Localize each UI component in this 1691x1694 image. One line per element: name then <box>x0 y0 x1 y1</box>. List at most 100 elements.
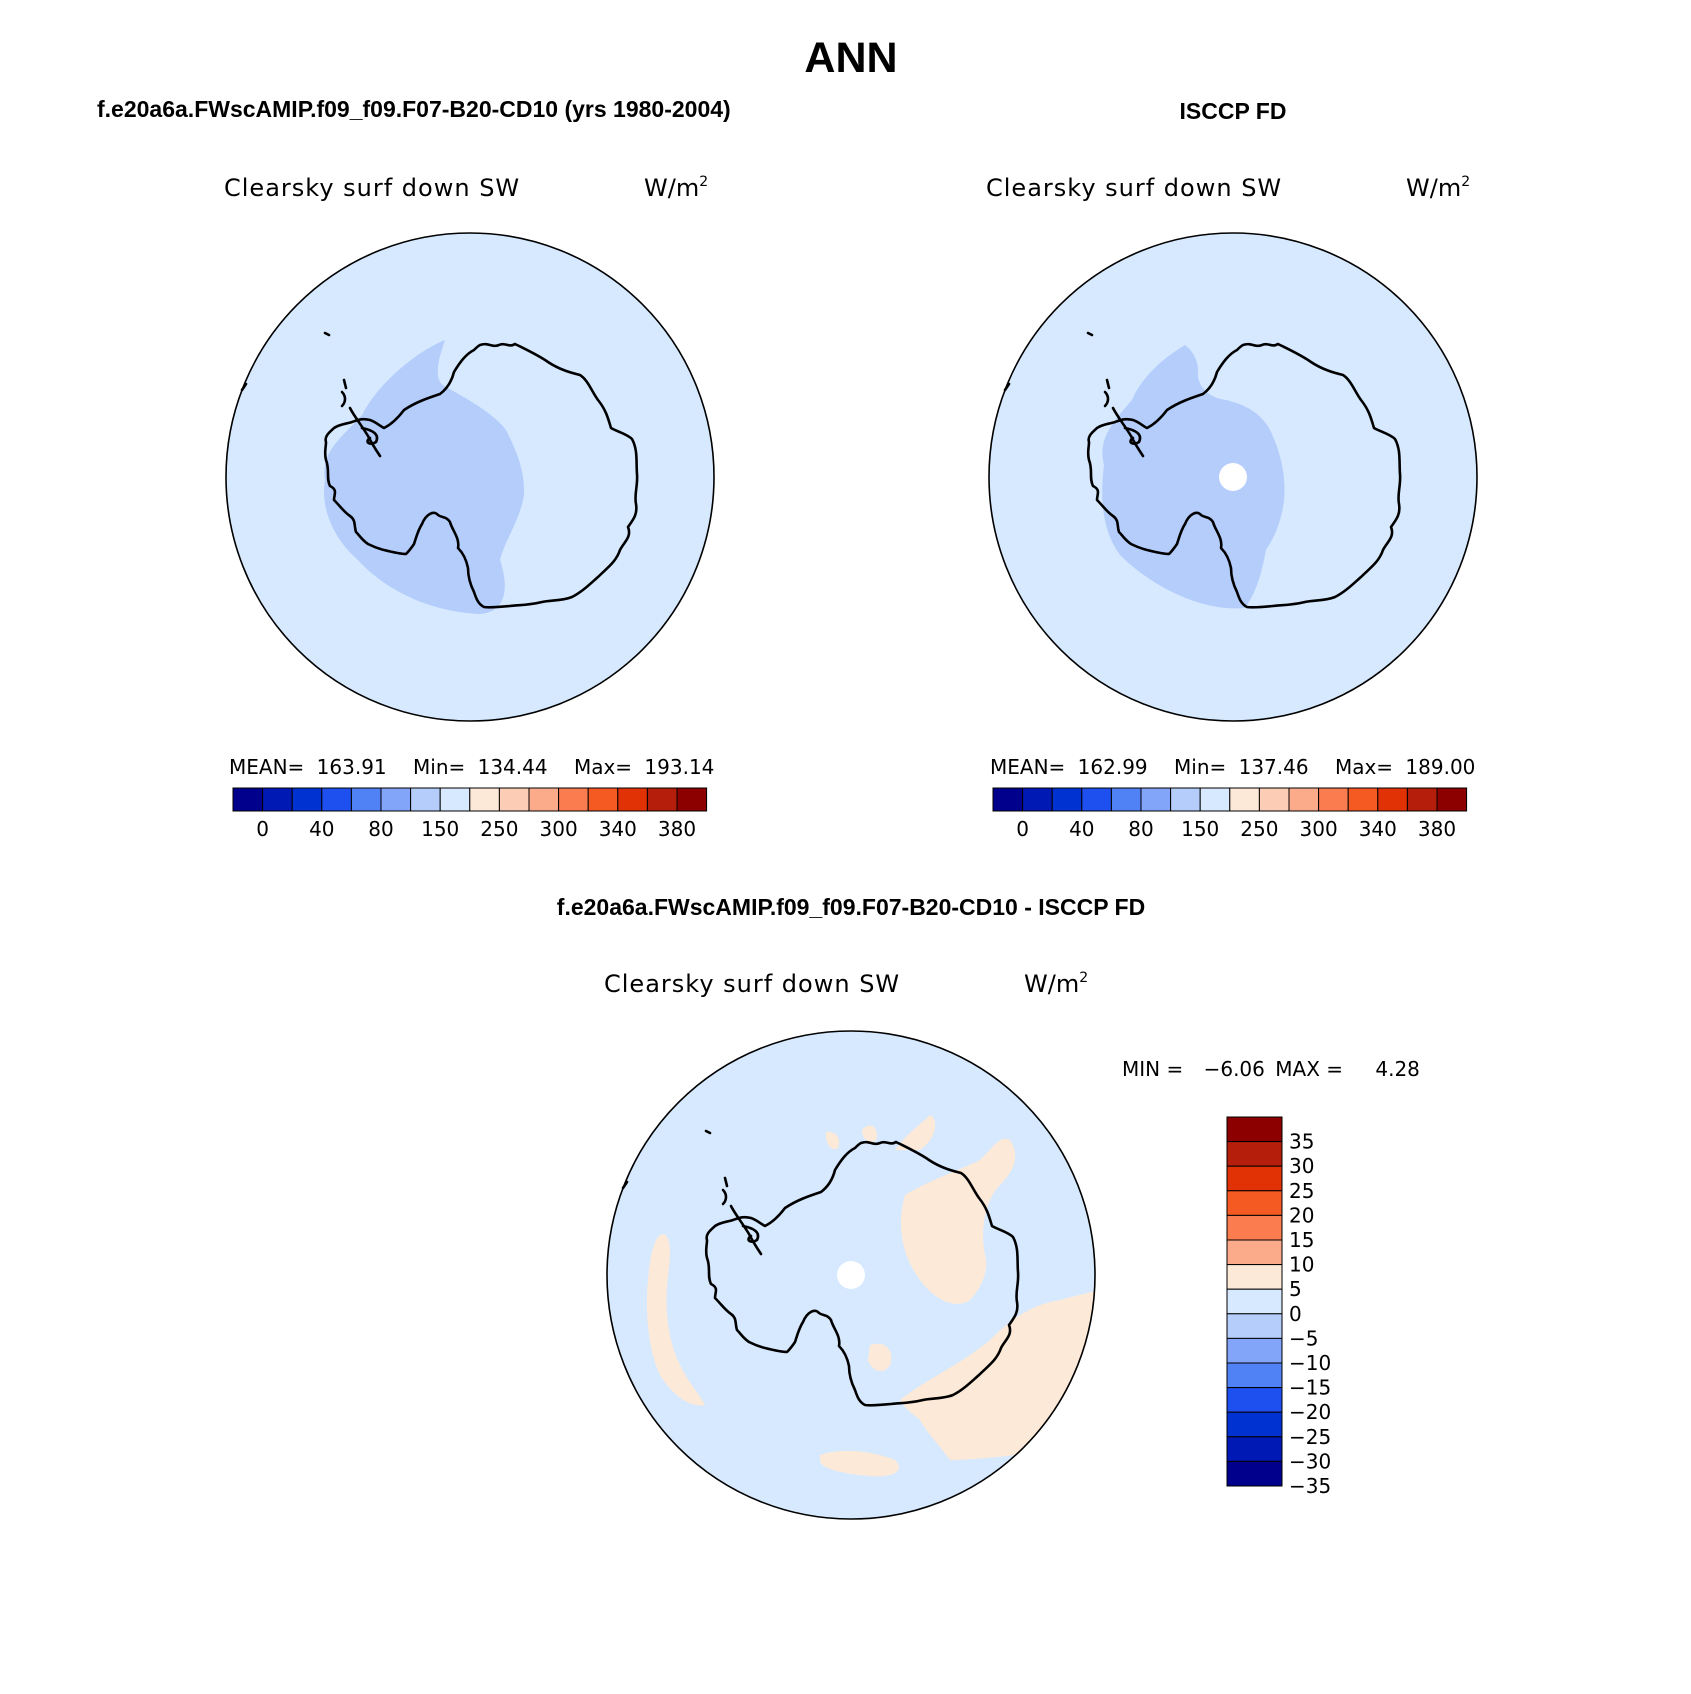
panel-obs-colorbar-swatch <box>1347 787 1379 812</box>
panel-obs-colorbar-tick-label: 150 <box>1181 817 1219 841</box>
panel-diff-colorbar-tick-label: 35 <box>1289 1130 1314 1154</box>
panel-obs-colorbar-swatch <box>1022 787 1053 812</box>
panel-diff-colorbar-tick-label: −10 <box>1289 1351 1331 1375</box>
panel-model-colorbar-swatch <box>676 787 708 812</box>
panel-obs-colorbar-tick-label: 40 <box>1069 817 1094 841</box>
panel-diff-units-exp: 2 <box>1079 970 1088 986</box>
panel-obs-units-exp: 2 <box>1461 174 1470 190</box>
panel-diff-colorbar-swatch <box>1226 1190 1283 1216</box>
panel-diff-units: W/m2 <box>1024 970 1088 998</box>
panel-obs-colorbar-tick-label: 0 <box>1016 817 1029 841</box>
panel-diff: f.e20a6a.FWscAMIP.f09_f09.F07-B20-CD10 -… <box>557 894 1420 1520</box>
panel-diff-colorbar-tick-label: 0 <box>1289 1302 1302 1326</box>
panel-diff-colorbar-swatch <box>1226 1387 1283 1413</box>
panel-model-colorbar-swatch <box>646 787 678 812</box>
panel-obs-colorbar-swatch <box>1140 787 1172 812</box>
panel-obs-map <box>988 232 1478 722</box>
panel-obs-colorbar-swatch <box>1258 787 1290 812</box>
panel-model: f.e20a6a.FWscAMIP.f09_f09.F07-B20-CD10 (… <box>97 96 731 841</box>
panel-diff-header: f.e20a6a.FWscAMIP.f09_f09.F07-B20-CD10 -… <box>557 894 1145 920</box>
panel-diff-variable: Clearsky surf down SW <box>604 970 900 998</box>
panel-obs-colorbar-swatch <box>992 787 1024 812</box>
panel-model-colorbar-swatch <box>262 787 293 812</box>
panel-model-stats: MEAN= 163.91 Min= 134.44 Max= 193.14 <box>229 755 714 779</box>
panel-obs-colorbar-swatch <box>1170 787 1201 812</box>
panel-model-colorbar-swatch <box>528 787 560 812</box>
panel-diff-colorbar-swatch <box>1226 1337 1283 1364</box>
panel-model-colorbar-tick-label: 40 <box>309 817 334 841</box>
panel-model-colorbar-swatch <box>617 787 648 812</box>
panel-obs-colorbar-tick-label: 340 <box>1359 817 1397 841</box>
panel-diff-colorbar-swatch <box>1226 1362 1283 1389</box>
panel-diff-colorbar-tick-label: −20 <box>1289 1400 1331 1424</box>
panel-diff-colorbar-tick-label: 5 <box>1289 1277 1302 1301</box>
panel-diff-colorbar-swatch <box>1226 1141 1283 1167</box>
figure-title: ANN <box>804 34 897 82</box>
panel-model-units-base: W/m <box>644 174 699 202</box>
panel-model-colorbar-swatch <box>558 787 589 812</box>
panel-model-colorbar-swatch <box>380 787 412 812</box>
panel-model-header: f.e20a6a.FWscAMIP.f09_f09.F07-B20-CD10 (… <box>97 96 731 122</box>
panel-diff-colorbar-swatch <box>1226 1239 1283 1266</box>
panel-diff-island <box>704 1129 712 1135</box>
panel-obs-colorbar-swatch <box>1081 787 1112 812</box>
panel-obs-colorbar-swatch <box>1318 787 1349 812</box>
panel-obs-colorbar-swatch <box>1288 787 1320 812</box>
panel-diff-colorbar-tick-label: 25 <box>1289 1179 1314 1203</box>
panel-model-units: W/m2 <box>644 174 708 202</box>
panel-model-colorbar-tick-label: 300 <box>540 817 578 841</box>
panel-obs-island <box>1086 331 1094 337</box>
panel-diff-minmax: MIN = −6.06 MAX = 4.28 <box>1122 1057 1420 1081</box>
panel-model-units-exp: 2 <box>699 174 708 190</box>
panel-model-colorbar-tick-label: 80 <box>368 817 393 841</box>
panel-model-colorbar-tick-label: 150 <box>421 817 459 841</box>
panel-obs-colorbar-swatch <box>1229 787 1260 812</box>
panel-diff-colorbar-swatch <box>1226 1264 1283 1290</box>
panel-model-colorbar-swatch <box>498 787 530 812</box>
panel-diff-colorbar-swatch <box>1226 1116 1283 1143</box>
panel-obs-colorbar-swatch <box>1110 787 1142 812</box>
panel-model-island <box>323 331 331 337</box>
panel-diff-colorbar-tick-label: 30 <box>1289 1154 1314 1178</box>
panel-model-colorbar-swatch <box>350 787 382 812</box>
panel-model-colorbar-tick-label: 250 <box>480 817 518 841</box>
panel-obs-low-region <box>1102 345 1285 609</box>
panel-diff-map <box>606 1030 1096 1520</box>
panel-diff-colorbar-tick-label: −25 <box>1289 1425 1331 1449</box>
panel-diff-colorbar-swatch <box>1226 1436 1283 1462</box>
panel-obs: ISCCP FD Clearsky surf down SW W/m2 MEAN… <box>986 98 1478 841</box>
panel-obs-units: W/m2 <box>1406 174 1470 202</box>
panel-obs-units-base: W/m <box>1406 174 1461 202</box>
panel-model-colorbar-swatch <box>439 787 471 812</box>
panel-model-map <box>225 232 715 722</box>
panel-model-colorbar-swatch <box>587 787 619 812</box>
panel-obs-header: ISCCP FD <box>1180 98 1287 124</box>
panel-model-colorbar: 0 40 80 150 250 300 340 380 <box>232 787 708 841</box>
panel-obs-colorbar-tick-label: 80 <box>1128 817 1153 841</box>
panel-diff-units-base: W/m <box>1024 970 1079 998</box>
panel-diff-colorbar-swatch <box>1226 1411 1283 1438</box>
panel-model-colorbar-tick-label: 380 <box>658 817 696 841</box>
panel-diff-colorbar-tick-label: 20 <box>1289 1203 1314 1227</box>
panel-obs-colorbar-swatch <box>1377 787 1408 812</box>
panel-diff-colorbar-tick-label: −35 <box>1289 1474 1331 1498</box>
panel-obs-colorbar-tick-label: 300 <box>1300 817 1338 841</box>
panel-obs-colorbar-tick-label: 250 <box>1240 817 1278 841</box>
panel-obs-colorbar-swatch <box>1406 787 1438 812</box>
panel-obs-colorbar-swatch <box>1199 787 1231 812</box>
panel-model-colorbar-swatch <box>232 787 264 812</box>
panel-diff-colorbar-swatch <box>1226 1460 1283 1487</box>
panel-diff-colorbar-tick-label: 10 <box>1289 1253 1314 1277</box>
panel-diff-colorbar-tick-label: −15 <box>1289 1376 1331 1400</box>
panel-obs-colorbar-tick-label: 380 <box>1418 817 1456 841</box>
panel-model-colorbar-swatch <box>410 787 441 812</box>
panel-obs-colorbar-swatch <box>1051 787 1083 812</box>
panel-diff-colorbar-tick-label: −30 <box>1289 1449 1331 1473</box>
panel-obs-colorbar: 0 40 80 150 250 300 340 380 <box>992 787 1468 841</box>
panel-diff-colorbar-tick-label: 15 <box>1289 1228 1314 1252</box>
panel-model-colorbar-swatch <box>469 787 500 812</box>
panel-model-colorbar-tick-label: 340 <box>599 817 637 841</box>
panel-obs-variable: Clearsky surf down SW <box>986 174 1282 202</box>
